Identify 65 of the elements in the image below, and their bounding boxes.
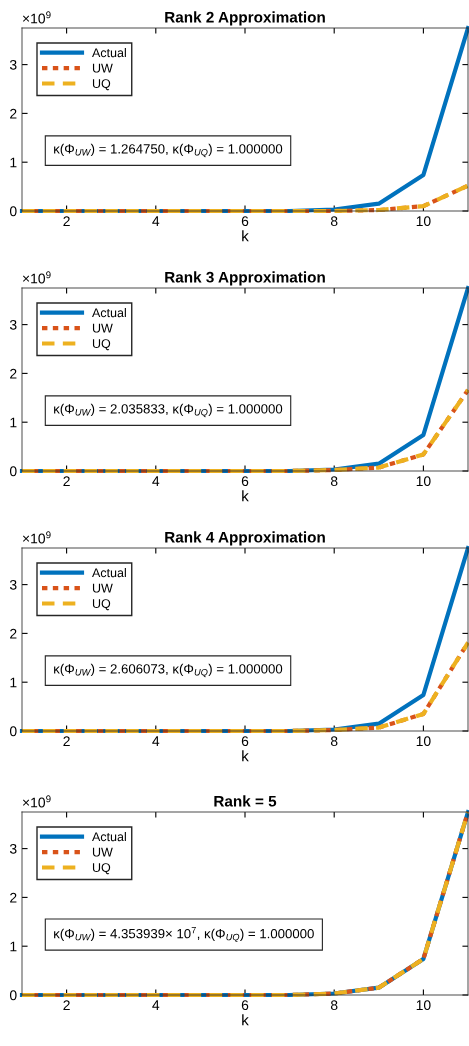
chart-title: Rank 2 Approximation	[165, 11, 325, 26]
x-tick-label: 6	[241, 1000, 249, 1011]
y-tick-label: 1	[10, 157, 17, 168]
legend-label: Actual	[92, 308, 126, 318]
x-axis-title: k	[242, 490, 249, 502]
legend-label: Actual	[92, 568, 126, 578]
x-tick-label: 4	[152, 476, 160, 486]
line-series	[19, 809, 469, 998]
legend-label: UW	[92, 847, 113, 857]
x-tick-label: 8	[330, 476, 338, 487]
text: ×10$^{9}$	[22, 271, 51, 284]
annotation: κ(Φ$_{UW}$) = 2.606073, κ(Φ$_{UQ}$) = 1.000000	[54, 663, 283, 678]
y-tick-label: 2	[10, 892, 17, 903]
y-tick-label: 2	[10, 628, 17, 639]
x-tick-label: 2	[63, 216, 70, 226]
y-tick-label: 0	[9, 726, 17, 737]
x-axis-title: k	[242, 230, 249, 242]
x-tick-label: 6	[241, 476, 249, 487]
x-tick-label: 10	[416, 476, 431, 487]
chart-title: Rank 4 Approximation	[165, 531, 325, 546]
legend-label: UW	[92, 583, 113, 593]
legend-label: Actual	[92, 832, 126, 842]
legend-label: UW	[92, 323, 113, 333]
y-tick-label: 2	[10, 108, 17, 119]
x-tick-label: 6	[241, 736, 249, 747]
legend-label: UQ	[92, 599, 111, 611]
legend-label: UW	[92, 63, 113, 73]
y-tick-label: 1	[10, 417, 17, 428]
legend-label: UQ	[92, 79, 111, 91]
chart-title: Rank = 5	[214, 795, 277, 807]
x-tick-label: 10	[416, 216, 431, 227]
annotation: κ(Φ$_{UW}$) = 1.264750, κ(Φ$_{UQ}$) = 1.000000	[54, 143, 283, 158]
legend-label: UQ	[92, 339, 111, 351]
text: ×10$^{9}$	[22, 531, 51, 544]
y-tick-label: 3	[9, 319, 17, 330]
x-tick-label: 10	[416, 1000, 431, 1011]
x-axis-title: k	[242, 750, 249, 762]
y-tick-label: 2	[10, 368, 17, 379]
legend-label: UQ	[92, 863, 111, 875]
x-tick-label: 8	[330, 216, 338, 227]
y-tick-label: 3	[9, 59, 17, 70]
y-tick-label: 3	[9, 579, 17, 590]
annotation: κ(Φ$_{UW}$) = 4.353939× 10$^{7}$, κ(Φ$_{UQ}$) = 1.000000	[54, 926, 314, 943]
y-tick-label: 3	[9, 843, 17, 854]
x-axis-title: k	[242, 1014, 249, 1026]
x-tick-label: 6	[241, 216, 249, 227]
x-tick-label: 4	[152, 1000, 160, 1010]
x-tick-label: 2	[63, 736, 70, 746]
chart-title: Rank 3 Approximation	[165, 271, 325, 286]
x-tick-label: 8	[330, 736, 338, 747]
x-tick-label: 4	[152, 736, 160, 746]
legend-label: Actual	[92, 48, 126, 58]
y-tick-label: 1	[10, 941, 17, 952]
annotation: κ(Φ$_{UW}$) = 2.035833, κ(Φ$_{UQ}$) = 1.000000	[54, 403, 283, 418]
text: ×10$^{9}$	[22, 795, 51, 808]
x-tick-label: 2	[63, 476, 70, 486]
x-tick-label: 2	[63, 1000, 70, 1010]
y-tick-label: 0	[9, 206, 17, 217]
x-tick-label: 4	[152, 216, 160, 226]
x-tick-label: 8	[330, 1000, 338, 1011]
y-tick-label: 0	[9, 466, 17, 477]
text: ×10$^{9}$	[22, 11, 51, 24]
y-tick-label: 0	[9, 990, 17, 1001]
y-tick-label: 1	[10, 677, 17, 688]
x-tick-label: 10	[416, 736, 431, 747]
